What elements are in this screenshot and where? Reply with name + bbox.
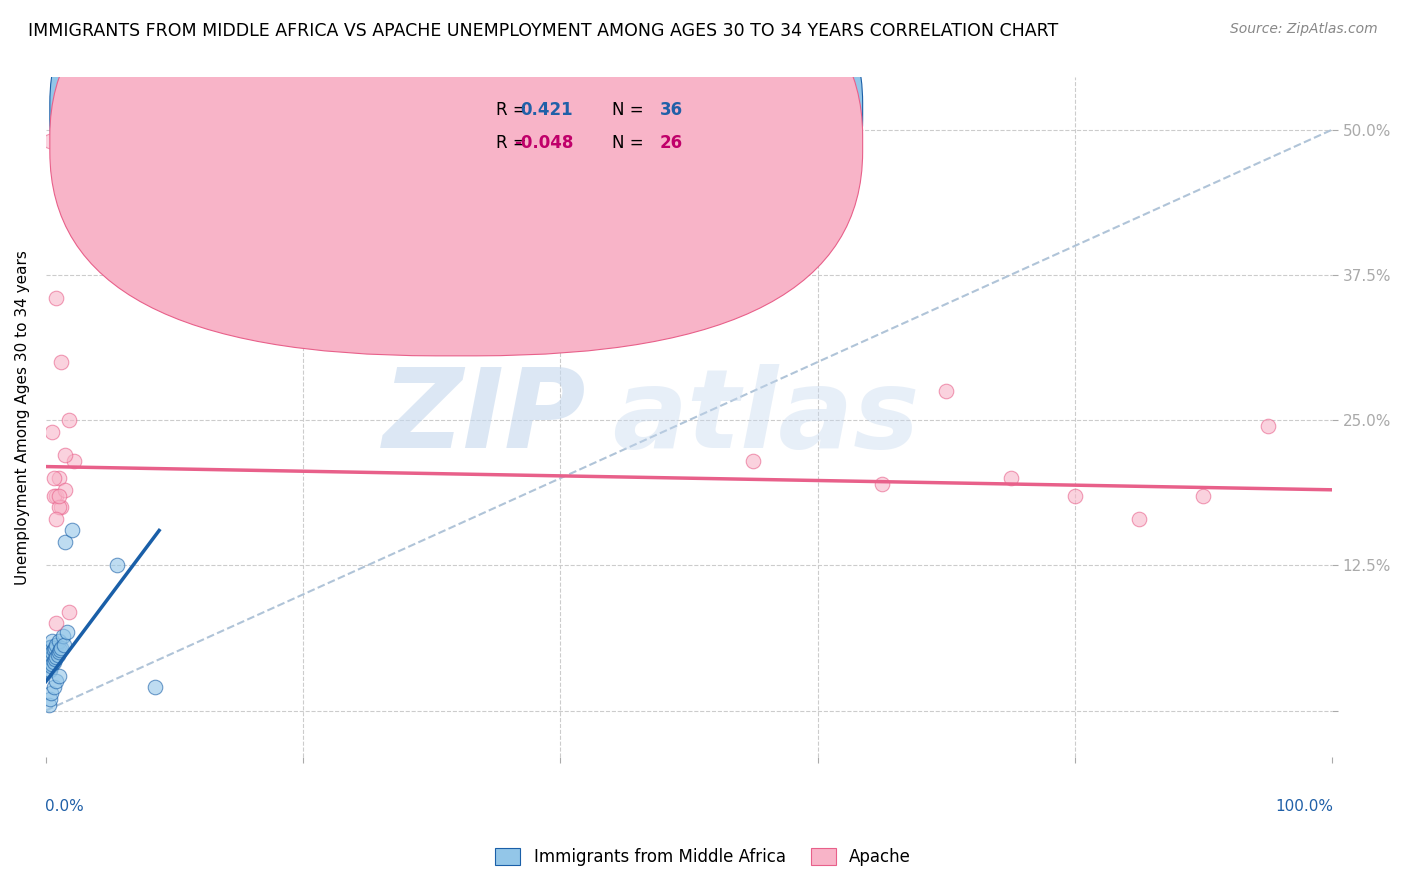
Legend: Immigrants from Middle Africa, Apache: Immigrants from Middle Africa, Apache	[486, 840, 920, 875]
Point	[42, 643, 65, 657]
Text: R =: R =	[496, 102, 527, 120]
Point	[935, 384, 957, 398]
Point	[46, 648, 69, 662]
Point	[48, 633, 70, 648]
Point	[53, 535, 76, 549]
Point	[41, 425, 63, 439]
Point	[42, 680, 65, 694]
Y-axis label: Unemployment Among Ages 30 to 34 years: Unemployment Among Ages 30 to 34 years	[15, 250, 30, 584]
Point	[45, 639, 67, 653]
Point	[45, 291, 67, 305]
Point	[49, 643, 72, 657]
Point	[39, 640, 62, 654]
Text: 100.0%: 100.0%	[1275, 799, 1333, 814]
Point	[51, 355, 73, 369]
Point	[105, 558, 128, 573]
Point	[42, 471, 65, 485]
Point	[58, 413, 80, 427]
Text: R =: R =	[496, 135, 527, 153]
Point	[143, 680, 166, 694]
Point	[45, 489, 67, 503]
Point	[52, 629, 75, 643]
Point	[42, 489, 65, 503]
Point	[742, 454, 765, 468]
Text: 26: 26	[659, 135, 682, 153]
Text: ZIP: ZIP	[382, 364, 586, 471]
Point	[45, 512, 67, 526]
Point	[38, 134, 60, 148]
Text: -0.048: -0.048	[515, 135, 574, 153]
Point	[60, 524, 83, 538]
Point	[44, 640, 66, 655]
Point	[39, 686, 62, 700]
Text: N =: N =	[612, 102, 644, 120]
Point	[58, 605, 80, 619]
Point	[51, 640, 73, 655]
Text: 36: 36	[659, 102, 682, 120]
Point	[38, 663, 60, 677]
Point	[38, 651, 60, 665]
Point	[45, 674, 67, 689]
Point	[39, 651, 62, 665]
Point	[37, 663, 59, 677]
Text: Source: ZipAtlas.com: Source: ZipAtlas.com	[1230, 22, 1378, 37]
Point	[1000, 471, 1022, 485]
Point	[38, 640, 60, 654]
Point	[1063, 489, 1085, 503]
Point	[1192, 489, 1215, 503]
Point	[39, 659, 62, 673]
Point	[870, 477, 893, 491]
Point	[53, 483, 76, 497]
Point	[41, 645, 63, 659]
Point	[45, 650, 67, 665]
FancyBboxPatch shape	[49, 0, 863, 356]
Point	[48, 645, 70, 659]
Point	[38, 692, 60, 706]
Point	[38, 645, 60, 659]
Text: N =: N =	[612, 135, 644, 153]
Point	[53, 448, 76, 462]
Point	[48, 500, 70, 515]
Point	[48, 471, 70, 485]
Point	[63, 454, 86, 468]
Point	[1128, 512, 1150, 526]
Point	[51, 500, 73, 515]
Text: 0.421: 0.421	[520, 102, 574, 120]
Point	[48, 668, 70, 682]
Point	[41, 633, 63, 648]
Text: IMMIGRANTS FROM MIDDLE AFRICA VS APACHE UNEMPLOYMENT AMONG AGES 30 TO 34 YEARS C: IMMIGRANTS FROM MIDDLE AFRICA VS APACHE …	[28, 22, 1059, 40]
Point	[48, 489, 70, 503]
Point	[38, 657, 60, 671]
FancyBboxPatch shape	[426, 87, 766, 159]
Point	[42, 655, 65, 669]
Text: 0.0%: 0.0%	[45, 799, 83, 814]
Point	[41, 657, 63, 671]
Point	[1257, 418, 1279, 433]
Point	[45, 616, 67, 631]
Point	[55, 624, 77, 639]
Point	[53, 639, 76, 653]
FancyBboxPatch shape	[49, 0, 863, 323]
Text: atlas: atlas	[612, 364, 920, 471]
Point	[38, 698, 60, 712]
Point	[44, 652, 66, 666]
